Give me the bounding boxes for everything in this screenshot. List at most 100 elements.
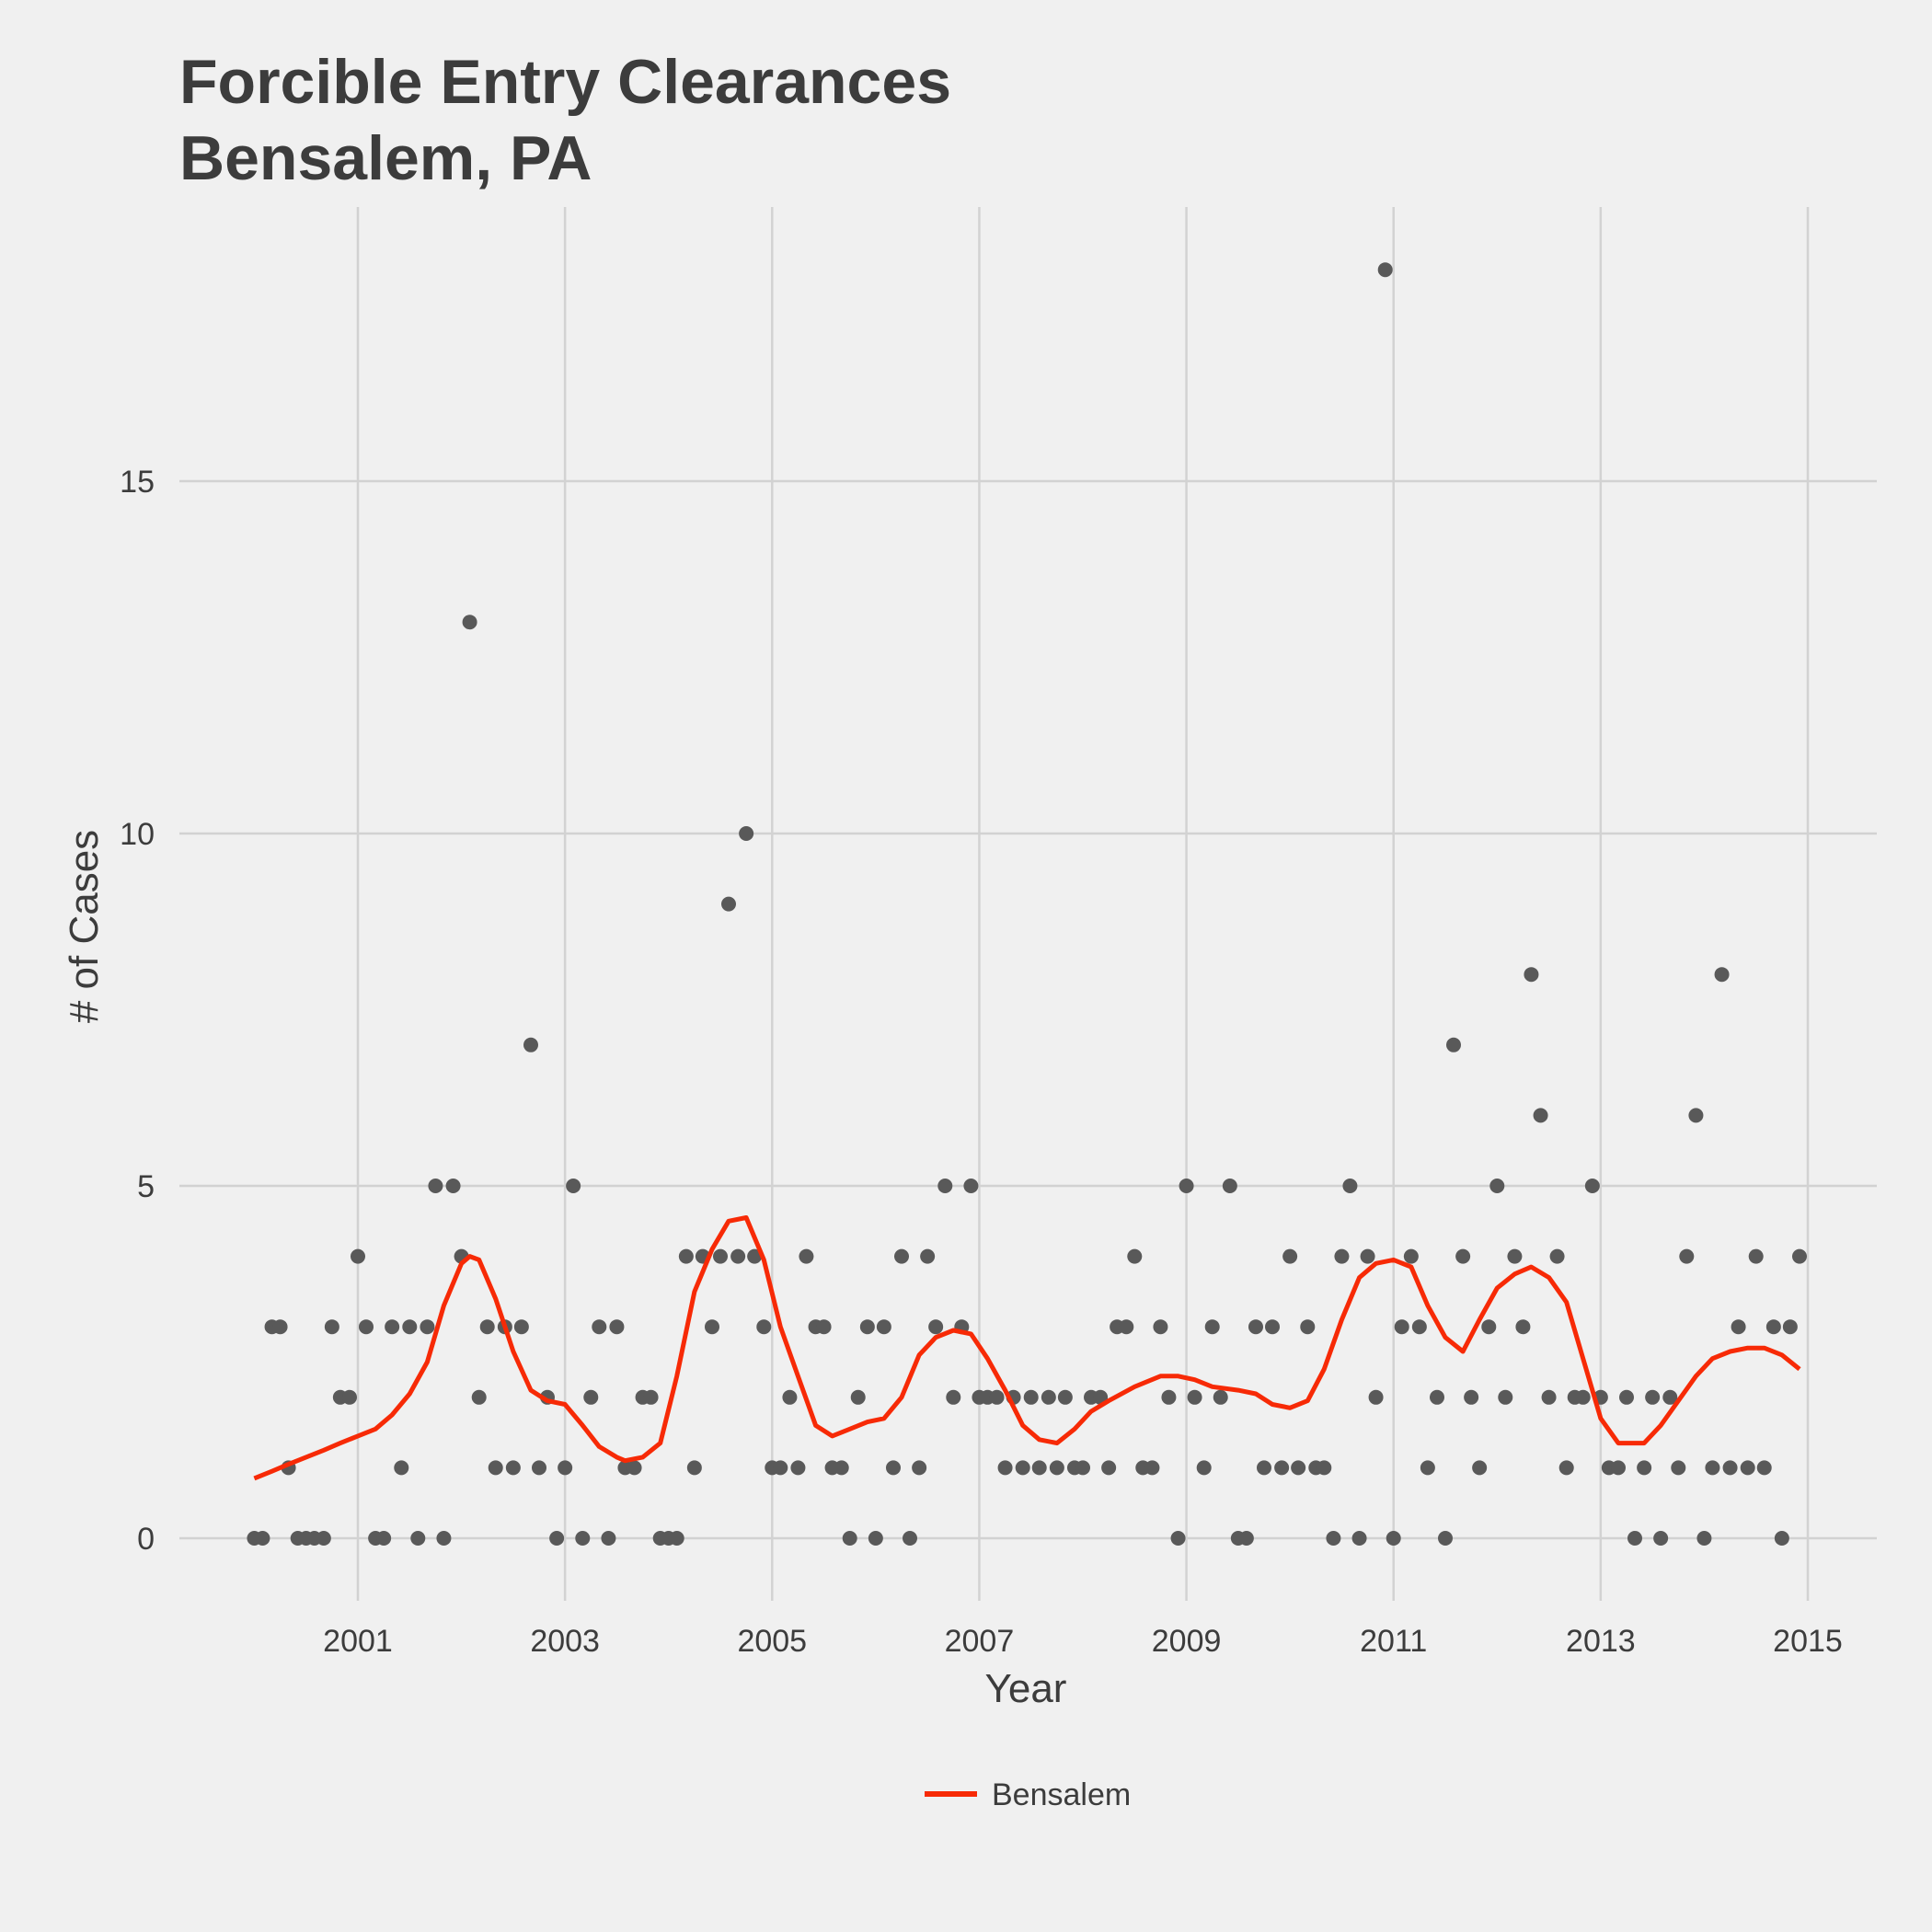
- data-point: [462, 615, 477, 630]
- data-point: [1119, 1319, 1134, 1335]
- data-point: [324, 1319, 339, 1335]
- data-point: [1688, 1108, 1704, 1123]
- chart-title-line-1: Forcible Entry Clearances: [179, 47, 951, 117]
- data-point: [549, 1531, 565, 1546]
- y-tick-label-15: 15: [120, 465, 155, 500]
- data-point: [1334, 1248, 1350, 1264]
- data-point: [747, 1248, 763, 1264]
- data-point: [1179, 1179, 1194, 1193]
- data-point: [1161, 1389, 1177, 1405]
- data-point: [1368, 1389, 1384, 1405]
- data-point: [885, 1460, 901, 1476]
- data-point: [523, 1037, 538, 1052]
- data-point: [1351, 1531, 1367, 1546]
- data-point: [316, 1531, 331, 1546]
- data-point: [428, 1179, 443, 1193]
- data-point: [1722, 1460, 1738, 1476]
- data-point: [816, 1319, 832, 1335]
- data-point: [859, 1319, 875, 1335]
- data-point: [669, 1531, 684, 1546]
- data-points: [247, 262, 1807, 1546]
- data-point: [394, 1460, 409, 1476]
- data-point: [341, 1389, 357, 1405]
- data-point: [1170, 1531, 1186, 1546]
- y-tick-label-0: 0: [137, 1522, 155, 1557]
- data-point: [609, 1319, 625, 1335]
- data-point: [1222, 1179, 1237, 1193]
- data-point: [566, 1179, 581, 1193]
- data-point: [1317, 1460, 1332, 1476]
- data-point: [471, 1389, 487, 1405]
- data-point: [1144, 1460, 1160, 1476]
- data-point: [1342, 1179, 1358, 1193]
- data-point: [1464, 1389, 1479, 1405]
- data-point: [359, 1319, 374, 1335]
- data-point: [1291, 1460, 1306, 1476]
- x-tick-label-2009: 2009: [1152, 1624, 1222, 1659]
- data-point: [1619, 1389, 1634, 1405]
- data-point: [376, 1531, 392, 1546]
- data-point: [1420, 1460, 1435, 1476]
- data-point: [1533, 1108, 1548, 1123]
- data-point: [1248, 1319, 1263, 1335]
- data-point: [963, 1179, 979, 1193]
- data-point: [1429, 1389, 1444, 1405]
- data-point: [1472, 1460, 1488, 1476]
- data-point: [402, 1319, 418, 1335]
- data-point: [505, 1460, 521, 1476]
- x-axis-ticks: 2001 2003 2005 2007 2009 2011 2013 2015: [323, 1624, 1843, 1659]
- data-point: [436, 1531, 452, 1546]
- data-point: [721, 896, 737, 912]
- y-tick-label-10: 10: [120, 817, 155, 852]
- data-point: [1558, 1460, 1574, 1476]
- data-point: [1023, 1389, 1039, 1405]
- data-point: [1403, 1248, 1419, 1264]
- data-point: [513, 1319, 529, 1335]
- data-point: [903, 1531, 918, 1546]
- data-point: [912, 1460, 927, 1476]
- data-point: [756, 1319, 772, 1335]
- data-point: [583, 1389, 599, 1405]
- x-tick-label-2011: 2011: [1360, 1624, 1427, 1659]
- data-point: [1575, 1389, 1591, 1405]
- data-point: [686, 1460, 702, 1476]
- data-point: [730, 1248, 746, 1264]
- data-point: [592, 1319, 607, 1335]
- data-point: [410, 1531, 426, 1546]
- data-point: [1282, 1248, 1298, 1264]
- data-point: [1257, 1460, 1271, 1476]
- data-point: [1446, 1037, 1462, 1052]
- data-point: [997, 1460, 1013, 1476]
- data-point: [1489, 1179, 1505, 1193]
- data-point: [946, 1389, 961, 1405]
- data-point: [894, 1248, 909, 1264]
- data-point: [488, 1460, 503, 1476]
- data-point: [842, 1531, 857, 1546]
- data-point: [1204, 1319, 1220, 1335]
- data-point: [1705, 1460, 1720, 1476]
- data-point: [1481, 1319, 1497, 1335]
- data-point: [1610, 1460, 1626, 1476]
- data-point: [704, 1319, 719, 1335]
- data-point: [532, 1460, 546, 1476]
- data-point: [928, 1319, 944, 1335]
- data-point: [1774, 1531, 1789, 1546]
- x-tick-label-2007: 2007: [945, 1624, 1015, 1659]
- data-point: [850, 1389, 866, 1405]
- data-point: [1265, 1319, 1281, 1335]
- data-point: [1238, 1531, 1254, 1546]
- data-point: [1377, 262, 1393, 278]
- data-point: [790, 1460, 806, 1476]
- data-point: [1057, 1389, 1073, 1405]
- data-point: [1765, 1319, 1781, 1335]
- data-point: [1075, 1460, 1090, 1476]
- data-point: [1714, 967, 1730, 983]
- data-point: [1645, 1389, 1661, 1405]
- data-point: [1041, 1389, 1056, 1405]
- data-point: [1101, 1460, 1117, 1476]
- data-point: [1653, 1531, 1669, 1546]
- data-point: [1015, 1460, 1030, 1476]
- data-point: [1196, 1460, 1212, 1476]
- smooth-line-bensalem: [253, 1215, 1801, 1481]
